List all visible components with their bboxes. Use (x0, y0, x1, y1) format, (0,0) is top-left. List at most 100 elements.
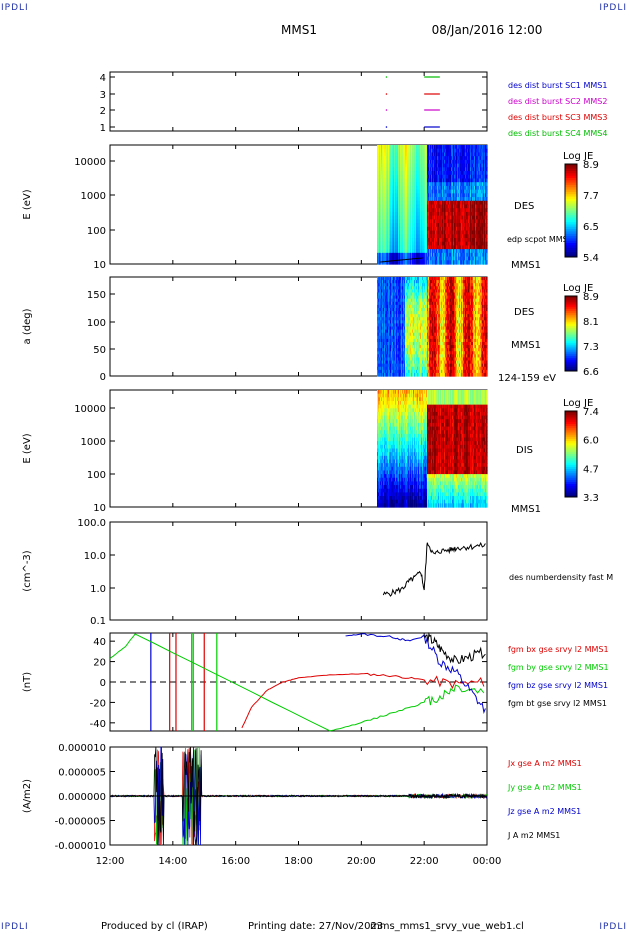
des-energy-cell (398, 234, 400, 239)
des-energy-cell (405, 245, 407, 250)
des-energy-cell (476, 163, 478, 168)
des-energy-cell (429, 260, 431, 265)
des-pitch-cell (394, 286, 396, 290)
des-energy-cell (448, 260, 450, 265)
des-energy-cell (406, 252, 408, 258)
des-energy-cell (454, 189, 456, 194)
des-energy-cell (380, 249, 382, 254)
des-energy-cell (432, 241, 434, 247)
des-energy-cell (389, 226, 391, 232)
des-energy-cell (450, 145, 452, 150)
des-energy-cell (441, 234, 443, 239)
des-energy-cell (383, 204, 385, 209)
des-pitch-cell (405, 314, 407, 318)
des-energy-cell (481, 260, 483, 265)
des-energy-cell (441, 189, 443, 194)
des-energy-overlay-label: edp scpot MMS1 (507, 235, 573, 244)
des-energy-cell (414, 156, 416, 161)
des-pitch-cell (381, 332, 383, 337)
des-energy-cell (398, 223, 400, 228)
des-energy-cell (382, 241, 384, 247)
des-pitch-cell (383, 298, 385, 303)
des-energy-cell (389, 197, 391, 202)
des-energy-cell (433, 256, 435, 261)
des-energy-cell (451, 156, 453, 161)
des-pitch-cell (405, 360, 407, 365)
burst-legend-entry: des dist burst SC4 MMS4 (508, 129, 607, 138)
des-pitch-cell (402, 304, 404, 309)
des-energy-cell (414, 249, 416, 254)
des-energy-cell (428, 182, 430, 187)
des-energy-cell (385, 148, 387, 154)
des-pitch-cell (406, 301, 408, 306)
des-pitch-cell (397, 323, 399, 328)
des-pitch-cell (387, 323, 389, 328)
des-energy-cell (394, 249, 396, 254)
des-energy-cell (393, 182, 395, 187)
des-pitch-cell (406, 372, 408, 377)
des-energy-cell (418, 219, 420, 224)
des-pitch-cell (405, 304, 407, 309)
des-energy-cell (388, 145, 390, 150)
des-energy-cell (393, 200, 395, 206)
des-energy-cell (480, 182, 482, 187)
des-energy-cell (466, 249, 468, 254)
des-energy-cell (464, 237, 466, 243)
des-energy-cell (418, 171, 420, 176)
des-energy-cell (401, 226, 403, 232)
des-energy-cell (452, 182, 454, 187)
des-energy-cell (424, 219, 426, 224)
des-energy-cell (444, 197, 446, 202)
des-energy-cell (379, 230, 381, 235)
des-energy-cell (468, 211, 470, 217)
des-energy-cell (392, 152, 394, 157)
des-energy-cell (462, 204, 464, 209)
des-energy-cell (445, 256, 447, 261)
des-energy-cell (447, 226, 449, 232)
des-energy-cell (433, 226, 435, 232)
des-pitch-cell (408, 366, 410, 371)
des-energy-colorbar-frame (564, 163, 578, 258)
des-energy-cell (427, 211, 429, 217)
des-energy-cell (407, 249, 409, 254)
des-energy-cell (486, 193, 488, 198)
des-energy-cell (434, 241, 436, 247)
des-energy-cell (409, 163, 411, 168)
des-energy-cell (387, 145, 389, 150)
des-energy-cell (456, 185, 458, 191)
des-pitch-cell (414, 311, 416, 315)
des-energy-cell (393, 185, 395, 191)
des-energy-cell (378, 148, 380, 154)
des-pitch-cell (392, 338, 394, 343)
des-energy-cell (402, 197, 404, 202)
des-energy-cell (401, 237, 403, 243)
des-energy-cell (433, 234, 435, 239)
des-pitch-cell (383, 307, 385, 312)
des-energy-cell (405, 156, 407, 161)
des-energy-cell (469, 148, 471, 154)
des-pitch-cell (406, 357, 408, 362)
des-energy-cell (464, 211, 466, 217)
des-energy-cell (482, 167, 484, 172)
des-energy-cell (415, 185, 417, 191)
des-energy-cell (396, 226, 398, 232)
des-pitch-cell (381, 298, 383, 303)
des-pitch-cell (389, 345, 391, 349)
des-energy-cell (400, 200, 402, 206)
des-pitch-cell (413, 323, 415, 328)
des-pitch-cell (409, 348, 411, 352)
des-pitch-cell (409, 314, 411, 318)
des-pitch-cell (414, 314, 416, 318)
des-pitch-cell (394, 289, 396, 294)
des-energy-cell (443, 234, 445, 239)
des-energy-cell (386, 167, 388, 172)
des-energy-cell (421, 189, 423, 194)
des-energy-cell (481, 148, 483, 154)
des-energy-cell (393, 152, 395, 157)
des-energy-cell (420, 249, 422, 254)
des-energy-colorbar-cell (565, 196, 577, 200)
des-energy-cell (482, 152, 484, 157)
des-pitch-cell (413, 304, 415, 309)
des-energy-cell (390, 204, 392, 209)
des-energy-cell (424, 223, 426, 228)
